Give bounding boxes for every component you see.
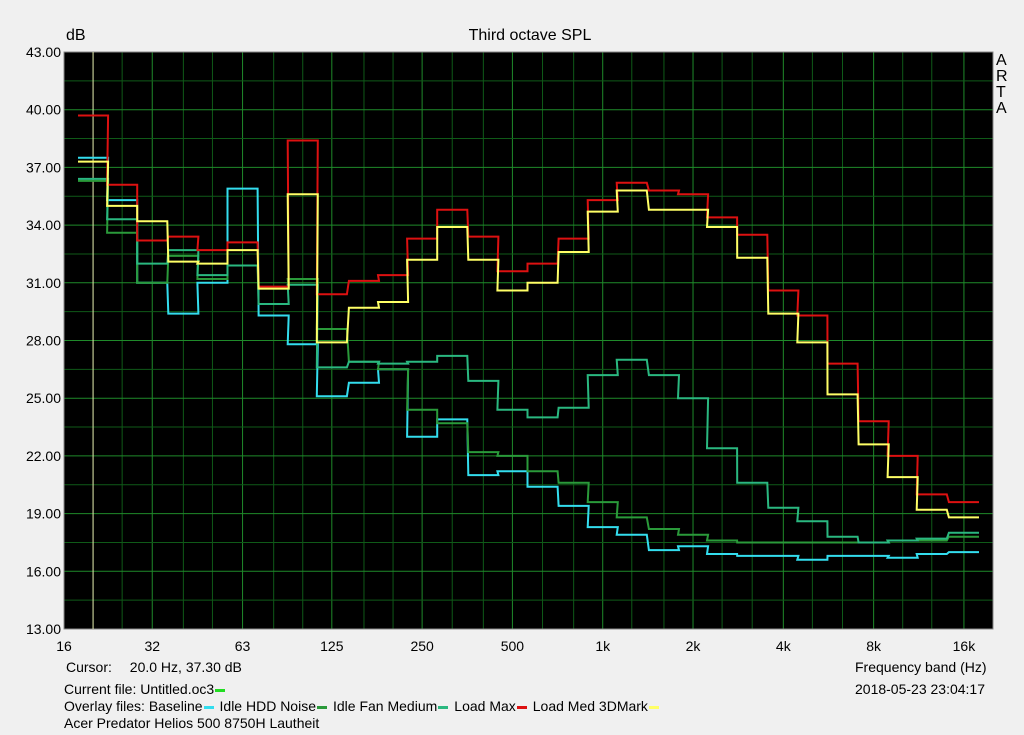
legend-entry: Load Med 3DMark	[532, 698, 648, 714]
x-tick-label: 500	[501, 638, 525, 654]
series-line-idle-fan-medium	[78, 177, 979, 544]
y-axis-label: dB	[66, 27, 86, 44]
y-tick-label: 37.00	[26, 159, 61, 175]
cursor-value: 20.0 Hz, 37.30 dB	[129, 659, 242, 675]
x-axis-label: Frequency band (Hz)	[855, 659, 987, 675]
series-line-load-med-3dmark	[78, 160, 979, 519]
legend-entry: Baseline	[148, 698, 203, 714]
legend-entry: Idle Fan Medium	[333, 698, 438, 714]
legend-swatch	[203, 705, 214, 709]
overlay-files: Overlay files: Baseline Idle HDD Noise Idl…	[64, 698, 665, 714]
current-file: Current file: Untitled.oc3	[64, 681, 231, 697]
arta-letter: A	[996, 52, 1007, 69]
x-tick-label: 16	[56, 638, 72, 654]
y-tick-label: 19.00	[26, 506, 61, 522]
current-file-label: Current file: Untitled.oc3	[64, 681, 215, 697]
y-tick-label: 28.00	[26, 333, 61, 349]
arta-letter: R	[996, 68, 1008, 85]
y-tick-label: 43.00	[26, 44, 61, 60]
arta-label: A R T A	[996, 53, 1008, 117]
y-tick-label: 34.00	[26, 217, 61, 233]
plot-border	[63, 51, 994, 630]
x-tick-label: 32	[144, 638, 160, 654]
cursor-readout: Cursor: 20.0 Hz, 37.30 dB	[66, 659, 242, 675]
legend-entry: Load Max	[454, 698, 516, 714]
legend-swatch	[438, 705, 449, 709]
legend-swatch	[516, 705, 527, 709]
x-tick-label: 16k	[953, 638, 977, 654]
legend-entry: Idle HDD Noise	[219, 698, 316, 714]
chart-title: Third octave SPL	[468, 27, 592, 44]
x-tick-label: 250	[410, 638, 434, 654]
y-tick-label: 40.00	[26, 102, 61, 118]
cursor-label: Cursor:	[66, 659, 112, 675]
legend-swatch	[317, 705, 327, 709]
overlay-label: Overlay files:	[64, 698, 145, 714]
x-tick-label: 2k	[686, 638, 702, 654]
legend-swatch	[648, 705, 659, 709]
current-file-swatch	[215, 688, 226, 692]
x-tick-label: 1k	[595, 638, 611, 654]
series-line-baseline	[78, 156, 979, 561]
y-tick-label: 13.00	[26, 621, 61, 637]
x-tick-label: 8k	[866, 638, 882, 654]
series-line-load-max	[78, 114, 979, 504]
timestamp: 2018-05-23 23:04:17	[855, 681, 985, 697]
arta-letter: A	[996, 100, 1007, 117]
arta-letter: T	[996, 84, 1006, 101]
y-tick-label: 22.00	[26, 448, 61, 464]
y-tick-label: 25.00	[26, 390, 61, 406]
caption: Acer Predator Helios 500 8750H Lautheit	[64, 715, 320, 731]
x-tick-label: 4k	[776, 638, 792, 654]
x-tick-label: 63	[235, 638, 251, 654]
y-tick-label: 31.00	[26, 275, 61, 291]
x-tick-label: 125	[320, 638, 344, 654]
y-tick-label: 16.00	[26, 563, 61, 579]
